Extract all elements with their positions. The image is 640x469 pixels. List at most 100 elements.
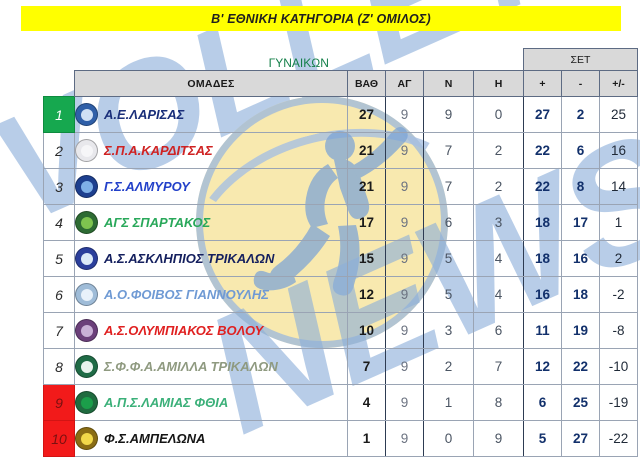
played-cell: 9 xyxy=(385,348,424,385)
team-cell[interactable]: Γ.Σ.ΑΛΜΥΡΟΥ xyxy=(74,168,348,205)
team-cell[interactable]: Σ.Π.Α.ΚΑΡΔΙΤΣΑΣ xyxy=(74,132,348,169)
sets-lost-cell: 22 xyxy=(561,348,600,385)
header-rank xyxy=(44,71,75,97)
points-cell: 12 xyxy=(347,276,386,313)
sets-diff-cell: -8 xyxy=(599,312,638,349)
losses-cell: 2 xyxy=(473,132,524,169)
team-cell[interactable]: Α.Σ.ΟΛΥΜΠΙΑΚΟΣ ΒΟΛΟΥ xyxy=(74,312,348,349)
sets-lost-cell: 8 xyxy=(561,168,600,205)
sets-diff-cell: -19 xyxy=(599,384,638,421)
losses-cell: 2 xyxy=(473,168,524,205)
team-name: Γ.Σ.ΑΛΜΥΡΟΥ xyxy=(104,179,190,194)
losses-cell: 4 xyxy=(473,276,524,313)
header-losses[interactable]: Η xyxy=(473,70,524,97)
points-cell: 7 xyxy=(347,348,386,385)
header-sets-won[interactable]: + xyxy=(523,70,562,97)
table-row[interactable]: 6 Α.Ο.ΦΟΙΒΟΣ ΓΙΑΝΝΟΥΛΗΣ 12 9 5 4 16 18 -2 xyxy=(43,276,638,313)
played-cell: 9 xyxy=(385,276,424,313)
sets-diff-cell: 16 xyxy=(599,132,638,169)
sets-diff-cell: 2 xyxy=(599,240,638,277)
losses-cell: 7 xyxy=(473,348,524,385)
wins-cell: 3 xyxy=(423,312,474,349)
points-cell: 4 xyxy=(347,384,386,421)
table-row[interactable]: 2 Σ.Π.Α.ΚΑΡΔΙΤΣΑΣ 21 9 7 2 22 6 16 xyxy=(43,132,638,169)
losses-cell: 8 xyxy=(473,384,524,421)
header-points[interactable]: ΒΑΘ xyxy=(347,70,386,97)
page-title: Β' ΕΘΝΙΚΗ ΚΑΤΗΓΟΡΙΑ (Ζ' ΟΜΙΛΟΣ) xyxy=(211,11,431,26)
wins-cell: 6 xyxy=(423,204,474,241)
rank-cell: 7 xyxy=(43,312,75,349)
table-row[interactable]: 1 Α.Ε.ΛΑΡΙΣΑΣ 27 9 9 0 27 2 25 xyxy=(43,96,638,133)
table-row[interactable]: 3 Γ.Σ.ΑΛΜΥΡΟΥ 21 9 7 2 22 8 14 xyxy=(43,168,638,205)
table-row[interactable]: 4 ΑΓΣ ΣΠΑΡΤΑΚΟΣ 17 9 6 3 18 17 1 xyxy=(43,204,638,241)
team-cell[interactable]: Α.Π.Σ.ΛΑΜΙΑΣ ΦΘΙΑ xyxy=(74,384,348,421)
sets-won-cell: 16 xyxy=(523,276,562,313)
team-crest-icon xyxy=(75,355,98,378)
table-row[interactable]: 5 Α.Σ.ΑΣΚΛΗΠΙΟΣ ΤΡΙΚΑΛΩΝ 15 9 5 4 18 16 2 xyxy=(43,240,638,277)
rank-cell: 4 xyxy=(43,204,75,241)
header-wins[interactable]: Ν xyxy=(423,70,474,97)
header-played[interactable]: ΑΓ xyxy=(385,70,424,97)
team-name: Α.Π.Σ.ΛΑΜΙΑΣ ΦΘΙΑ xyxy=(104,395,229,410)
rank-cell: 2 xyxy=(43,132,75,169)
sets-won-cell: 12 xyxy=(523,348,562,385)
points-cell: 17 xyxy=(347,204,386,241)
rank-cell: 5 xyxy=(43,240,75,277)
rank-cell: 6 xyxy=(43,276,75,313)
team-name: Α.Σ.ΟΛΥΜΠΙΑΚΟΣ ΒΟΛΟΥ xyxy=(104,323,264,338)
group-header-spacer xyxy=(44,49,75,71)
header-sets-lost[interactable]: - xyxy=(561,70,600,97)
table-row[interactable]: 9 Α.Π.Σ.ΛΑΜΙΑΣ ΦΘΙΑ 4 9 1 8 6 25 -19 xyxy=(43,384,638,421)
wins-cell: 1 xyxy=(423,384,474,421)
wins-cell: 7 xyxy=(423,132,474,169)
team-cell[interactable]: Φ.Σ.ΑΜΠΕΛΩΝΑ xyxy=(74,420,348,457)
points-cell: 21 xyxy=(347,168,386,205)
team-name: ΑΓΣ ΣΠΑΡΤΑΚΟΣ xyxy=(104,215,211,230)
rank-cell: 8 xyxy=(43,348,75,385)
points-cell: 1 xyxy=(347,420,386,457)
header-sets-diff[interactable]: +/- xyxy=(599,70,638,97)
sets-won-cell: 18 xyxy=(523,204,562,241)
standings-table-container: ΓΥΝΑΙΚΩΝ ΣΕΤ ΟΜΑΔΕΣ ΒΑΘ ΑΓ Ν Η + - +/- 1… xyxy=(43,48,638,457)
sets-diff-cell: 14 xyxy=(599,168,638,205)
team-name: Φ.Σ.ΑΜΠΕΛΩΝΑ xyxy=(104,431,206,446)
team-cell[interactable]: ΑΓΣ ΣΠΑΡΤΑΚΟΣ xyxy=(74,204,348,241)
rank-cell: 9 xyxy=(43,384,75,421)
team-cell[interactable]: Σ.Φ.Φ.Α.ΑΜΙΛΛΑ ΤΡΙΚΑΛΩΝ xyxy=(74,348,348,385)
page-title-bar: Β' ΕΘΝΙΚΗ ΚΑΤΗΓΟΡΙΑ (Ζ' ΟΜΙΛΟΣ) xyxy=(21,6,621,31)
losses-cell: 0 xyxy=(473,96,524,133)
points-cell: 15 xyxy=(347,240,386,277)
losses-cell: 3 xyxy=(473,204,524,241)
table-row[interactable]: 10 Φ.Σ.ΑΜΠΕΛΩΝΑ 1 9 0 9 5 27 -22 xyxy=(43,420,638,457)
points-cell: 10 xyxy=(347,312,386,349)
sets-lost-cell: 27 xyxy=(561,420,600,457)
losses-cell: 4 xyxy=(473,240,524,277)
header-teams[interactable]: ΟΜΑΔΕΣ xyxy=(74,70,348,97)
rank-cell: 3 xyxy=(43,168,75,205)
team-crest-icon xyxy=(75,319,98,342)
team-name: Σ.Φ.Φ.Α.ΑΜΙΛΛΑ ΤΡΙΚΑΛΩΝ xyxy=(104,359,278,374)
team-cell[interactable]: Α.Σ.ΑΣΚΛΗΠΙΟΣ ΤΡΙΚΑΛΩΝ xyxy=(74,240,348,277)
losses-cell: 9 xyxy=(473,420,524,457)
sets-lost-cell: 6 xyxy=(561,132,600,169)
points-cell: 21 xyxy=(347,132,386,169)
team-name: Α.Ε.ΛΑΡΙΣΑΣ xyxy=(104,107,185,122)
sets-won-cell: 6 xyxy=(523,384,562,421)
table-row[interactable]: 8 Σ.Φ.Φ.Α.ΑΜΙΛΛΑ ΤΡΙΚΑΛΩΝ 7 9 2 7 12 22 -10 xyxy=(43,348,638,385)
group-label-women: ΓΥΝΑΙΚΩΝ xyxy=(268,56,329,70)
team-crest-icon xyxy=(75,247,98,270)
losses-cell: 6 xyxy=(473,312,524,349)
table-row[interactable]: 7 Α.Σ.ΟΛΥΜΠΙΑΚΟΣ ΒΟΛΟΥ 10 9 3 6 11 19 -8 xyxy=(43,312,638,349)
team-name: Α.Ο.ΦΟΙΒΟΣ ΓΙΑΝΝΟΥΛΗΣ xyxy=(104,287,269,302)
played-cell: 9 xyxy=(385,240,424,277)
played-cell: 9 xyxy=(385,96,424,133)
team-cell[interactable]: Α.Ε.ΛΑΡΙΣΑΣ xyxy=(74,96,348,133)
group-label-sets: ΣΕΤ xyxy=(523,48,638,71)
team-cell[interactable]: Α.Ο.ΦΟΙΒΟΣ ΓΙΑΝΝΟΥΛΗΣ xyxy=(74,276,348,313)
team-crest-icon xyxy=(75,211,98,234)
points-cell: 27 xyxy=(347,96,386,133)
team-crest-icon xyxy=(75,175,98,198)
sets-diff-cell: -2 xyxy=(599,276,638,313)
group-header-row: ΓΥΝΑΙΚΩΝ ΣΕΤ xyxy=(44,48,638,71)
sets-lost-cell: 18 xyxy=(561,276,600,313)
